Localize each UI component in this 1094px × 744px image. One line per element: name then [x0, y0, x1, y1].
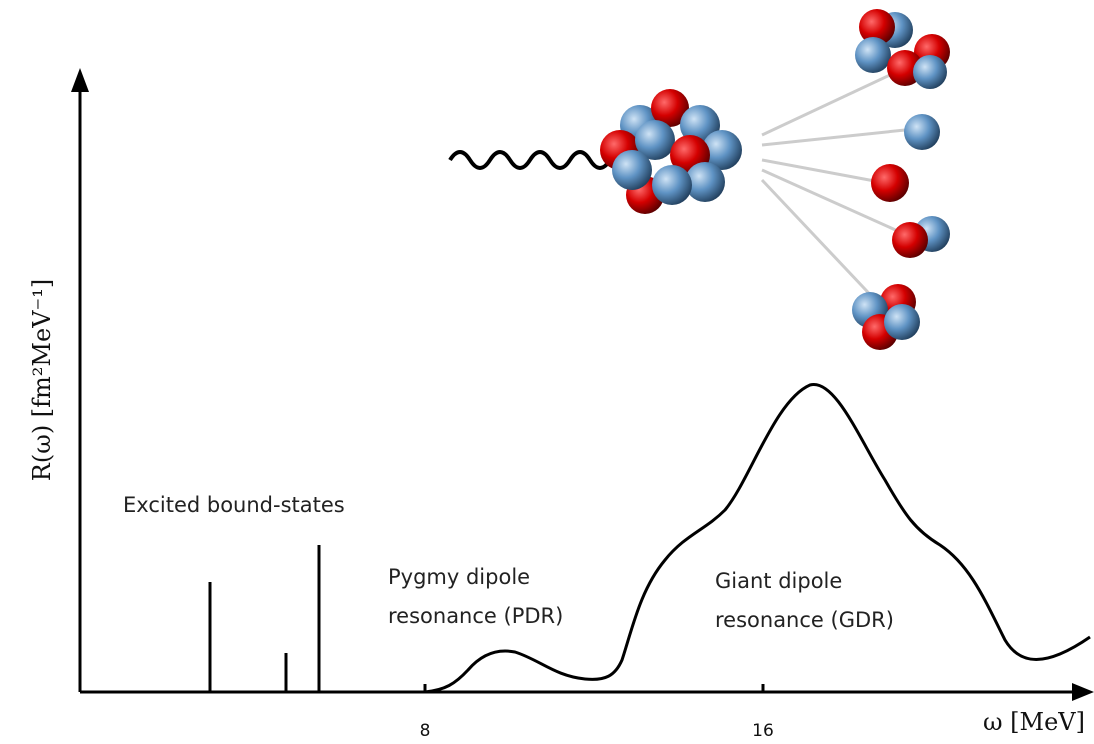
x-tick-label: 8 [420, 721, 431, 741]
bound-state-lines [208, 545, 321, 692]
response-curve [424, 383, 1091, 694]
photon [448, 150, 612, 170]
axes [78, 88, 1078, 694]
y-axis-label: R(ω) [fm²MeV⁻¹] [28, 279, 56, 481]
x-axis-label: ω [MeV] [983, 708, 1085, 736]
x-arrow [1072, 683, 1094, 701]
fragments [852, 9, 950, 350]
emission-lines [760, 73, 906, 307]
y-arrow [71, 68, 89, 92]
nucleus [600, 89, 742, 214]
annotation: Giant dipole [715, 569, 842, 593]
annotation: resonance (PDR) [388, 604, 563, 628]
x-tick-label: 16 [752, 721, 774, 741]
annotation: Excited bound-states [123, 493, 345, 517]
annotation: resonance (GDR) [715, 608, 894, 632]
annotation: Pygmy dipole [388, 565, 530, 589]
